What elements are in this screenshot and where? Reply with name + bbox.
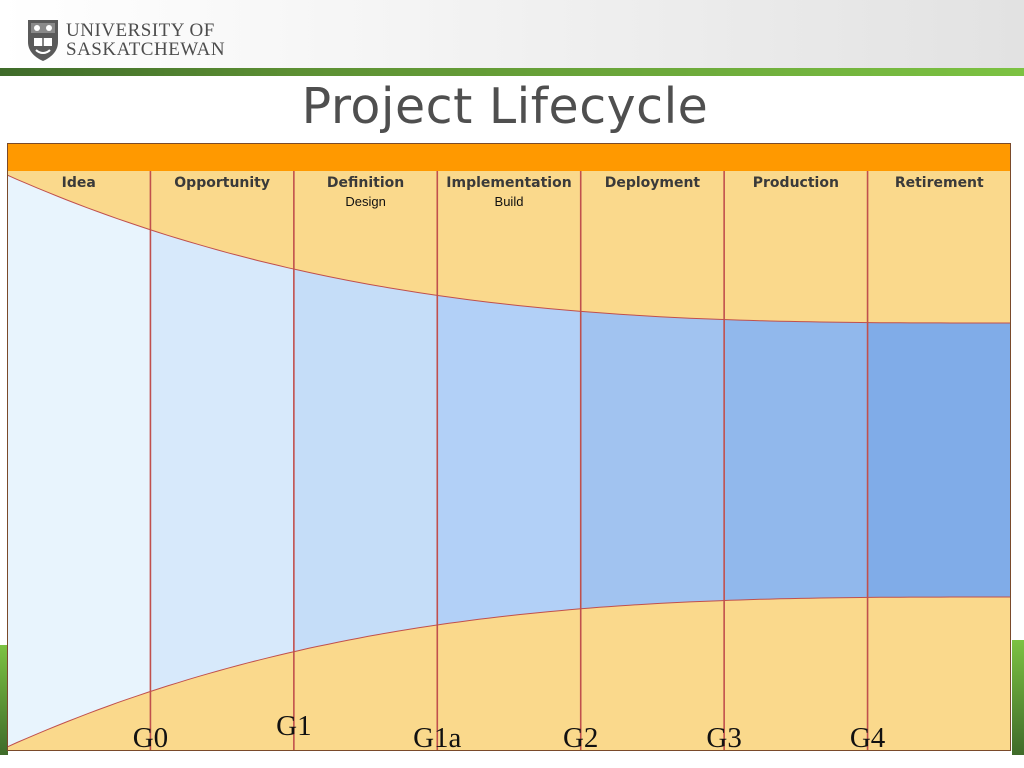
- phase-label-production: Production: [753, 175, 839, 191]
- funnel-section-idea: [7, 175, 151, 747]
- funnel-section-deployment: [580, 311, 725, 609]
- university-shield-icon: [28, 20, 58, 61]
- gate-label-g4: G4: [850, 722, 886, 751]
- phase-label-idea: Idea: [62, 175, 96, 191]
- gate-label-g3: G3: [706, 722, 741, 751]
- phase-sublabel-build: Build: [495, 194, 524, 209]
- diagram-frame: [7, 143, 1011, 751]
- phase-label-opportunity: Opportunity: [174, 175, 270, 191]
- top-orange-bar: [7, 143, 1011, 171]
- gate-label-g0: G0: [133, 722, 168, 751]
- logo-line2: SASKATCHEWAN: [66, 39, 226, 60]
- gate-label-g2: G2: [563, 722, 598, 751]
- funnel-section-production: [724, 319, 868, 601]
- page-title: Project Lifecycle: [301, 78, 709, 135]
- gate-label-g1: G1: [276, 710, 311, 742]
- phase-label-implementation: Implementation: [446, 175, 571, 191]
- lifecycle-diagram-canvas: Idea Opportunity Definition Design Implement…: [7, 143, 1011, 751]
- header-rule-light: [290, 68, 1024, 76]
- header-rule-dark: [0, 68, 290, 76]
- phase-sublabel-design: Design: [345, 194, 385, 209]
- left-decoration: [0, 645, 8, 755]
- phase-label-deployment: Deployment: [605, 175, 701, 191]
- gate-label-g1a: G1a: [413, 722, 461, 751]
- funnel-top-edge: [7, 174, 1011, 324]
- logo-line1: UNIVERSITY OF: [66, 20, 215, 41]
- lifecycle-diagram: Idea Opportunity Definition Design Implement…: [7, 143, 1011, 751]
- phase-label-definition: Definition: [327, 175, 404, 191]
- right-decoration: [1012, 640, 1024, 755]
- funnel-section-definition: [293, 269, 438, 652]
- funnel-section-retirement: [867, 322, 1011, 598]
- funnel-bottom-edge: [7, 596, 1011, 748]
- header-band: [0, 0, 1024, 68]
- university-logo: UNIVERSITY OF SASKATCHEWAN: [26, 18, 225, 62]
- funnel-section-implementation: [437, 295, 581, 625]
- phase-label-retirement: Retirement: [895, 175, 984, 191]
- funnel-section-opportunity: [150, 229, 294, 692]
